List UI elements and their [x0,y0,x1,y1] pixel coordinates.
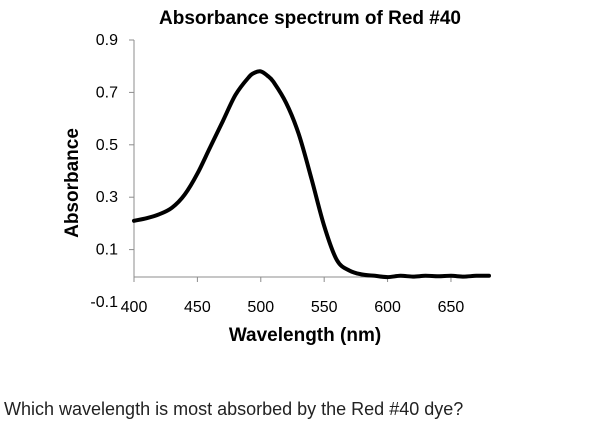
absorbance-series-line [132,69,491,280]
question-text: Which wavelength is most absorbed by the… [4,399,464,419]
y-axis-label: Absorbance [62,128,83,238]
x-tick-label: 650 [438,299,465,316]
y-tick-label: 0.7 [96,84,118,101]
y-tick-label: -0.1 [90,294,118,311]
plot-area: -0.1 0.1 0.3 0.5 0.7 0.9 400 450 500 550 600 650 [90,32,491,316]
y-tick-label: 0.3 [96,189,118,206]
x-axis-label: Wavelength (nm) [229,325,381,346]
x-tick-label: 450 [184,299,211,316]
y-tick-label: 0.9 [96,32,118,49]
x-tick-label: 500 [247,299,274,316]
x-tick-label: 400 [121,299,148,316]
y-tick-label: 0.1 [96,242,118,259]
x-tick-label: 550 [311,299,338,316]
chart-title: Absorbance spectrum of Red #40 [159,8,461,29]
y-tick-label: 0.5 [96,137,118,154]
x-tick-label: 600 [374,299,401,316]
